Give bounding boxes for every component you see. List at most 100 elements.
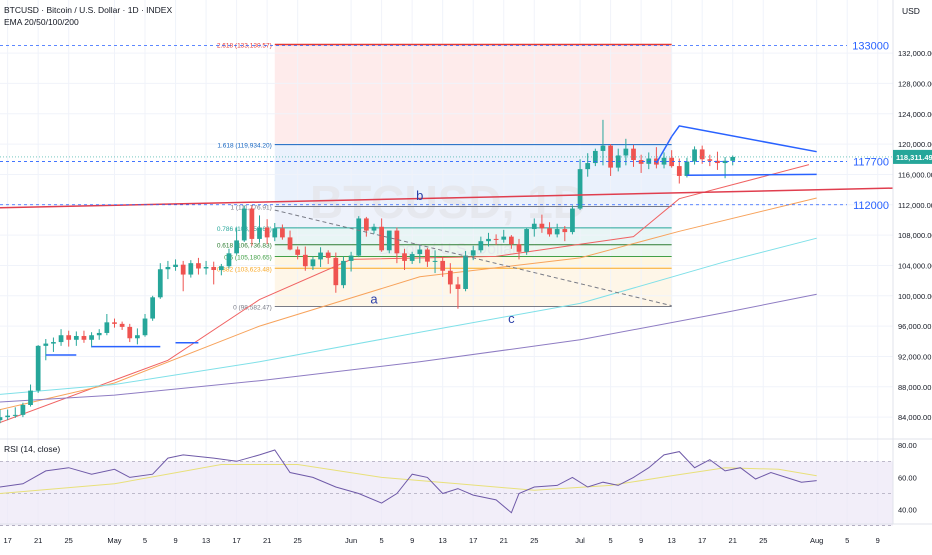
candle bbox=[554, 223, 560, 238]
candle bbox=[493, 234, 499, 245]
candle bbox=[180, 260, 186, 292]
time-tick-label: 25 bbox=[65, 536, 73, 545]
candle bbox=[539, 214, 545, 233]
currency-label: USD bbox=[902, 6, 920, 16]
ema-20-line bbox=[0, 164, 810, 423]
wave-label: c bbox=[508, 311, 515, 326]
candle-body bbox=[432, 260, 438, 262]
wave-label: a bbox=[370, 291, 378, 306]
candle bbox=[264, 219, 270, 245]
candle bbox=[341, 256, 346, 289]
candle bbox=[302, 246, 308, 271]
candle-body bbox=[112, 322, 117, 324]
candle bbox=[676, 158, 682, 184]
price-tick-label: 132,000.00 bbox=[898, 49, 932, 58]
time-tick-label: 17 bbox=[698, 536, 706, 545]
candles bbox=[0, 119, 736, 424]
candle bbox=[58, 329, 64, 346]
candle-body bbox=[127, 326, 133, 339]
time-tick-label: 21 bbox=[729, 536, 737, 545]
candle-body bbox=[302, 254, 308, 267]
candle-body bbox=[35, 345, 41, 391]
candle bbox=[501, 229, 507, 243]
candle-body bbox=[234, 240, 239, 254]
candle-body bbox=[577, 169, 583, 209]
candle bbox=[5, 409, 10, 421]
candle-body bbox=[81, 335, 87, 340]
time-tick-label: 13 bbox=[439, 536, 447, 545]
candle bbox=[20, 402, 26, 418]
candle bbox=[623, 138, 629, 166]
candle bbox=[562, 226, 568, 242]
last-price-badge bbox=[893, 149, 932, 164]
level-label: 133000 bbox=[852, 41, 889, 53]
candle bbox=[516, 238, 522, 260]
candle bbox=[570, 205, 575, 235]
candle bbox=[600, 119, 606, 166]
candle bbox=[12, 407, 18, 418]
candle bbox=[524, 228, 530, 255]
candle-body bbox=[363, 218, 369, 231]
candle bbox=[81, 330, 87, 343]
candle-body bbox=[707, 159, 713, 161]
candle-body bbox=[165, 266, 171, 270]
candle-body bbox=[0, 417, 3, 421]
candle-body bbox=[402, 253, 407, 261]
drawings bbox=[0, 125, 894, 356]
price-tick-label: 96,000.00 bbox=[898, 322, 931, 331]
candle bbox=[707, 154, 713, 167]
rsi-tick-label: 60.00 bbox=[898, 473, 917, 482]
time-tick-label: 5 bbox=[609, 536, 613, 545]
price-axis: 84,000.00 88,000.00 92,000.00 96,000.00 100,… bbox=[0, 0, 932, 524]
candle-body bbox=[318, 252, 323, 260]
price-tick-label: 112,000.00 bbox=[898, 201, 932, 210]
candle bbox=[547, 222, 552, 237]
price-tick-label: 124,000.00 bbox=[898, 110, 932, 119]
candle bbox=[325, 250, 331, 264]
ema-50-line bbox=[0, 197, 817, 411]
time-tick-label: 25 bbox=[293, 536, 301, 545]
candle bbox=[638, 154, 644, 173]
candle-body bbox=[66, 335, 72, 340]
candle bbox=[112, 318, 117, 328]
candle bbox=[241, 205, 247, 242]
time-tick-label: 9 bbox=[410, 536, 414, 545]
candle-body bbox=[379, 226, 384, 251]
time-tick-label: 17 bbox=[469, 536, 477, 545]
candle-body bbox=[51, 342, 56, 344]
candle-body bbox=[96, 332, 102, 336]
candle bbox=[447, 263, 453, 294]
candle-body bbox=[661, 157, 667, 165]
level-label: 117700 bbox=[853, 157, 889, 169]
rsi-label: RSI (14, close) bbox=[4, 444, 60, 454]
candle bbox=[188, 260, 194, 278]
horizontal-levels: 133000 117700 112000 bbox=[0, 41, 889, 212]
wave-labels: a b c bbox=[370, 188, 515, 326]
candle-body bbox=[631, 148, 636, 161]
fib-label: 0.5 (105,180.65) bbox=[224, 255, 272, 262]
projection-line bbox=[274, 209, 672, 307]
candle bbox=[150, 295, 156, 321]
candle-body bbox=[554, 229, 560, 235]
candle bbox=[135, 328, 140, 345]
candle-body bbox=[5, 415, 10, 418]
candle-body bbox=[249, 208, 255, 239]
candle bbox=[592, 148, 598, 167]
rsi-tick-label: 80.00 bbox=[898, 441, 917, 450]
candle-body bbox=[493, 238, 499, 240]
candle-body bbox=[715, 160, 720, 164]
candle-body bbox=[73, 335, 79, 340]
candle bbox=[379, 218, 384, 252]
candle bbox=[402, 248, 407, 271]
triangle-base bbox=[686, 173, 817, 176]
time-tick-label: 5 bbox=[143, 536, 147, 545]
rsi-tick-label: 40.00 bbox=[898, 506, 917, 515]
price-tick-label: 108,000.00 bbox=[898, 231, 932, 240]
candle-body bbox=[547, 228, 552, 235]
triangle-upper bbox=[671, 125, 817, 153]
time-tick-label: 9 bbox=[639, 536, 643, 545]
candle-body bbox=[356, 218, 362, 256]
candle bbox=[509, 235, 514, 249]
candle-body bbox=[20, 405, 26, 415]
